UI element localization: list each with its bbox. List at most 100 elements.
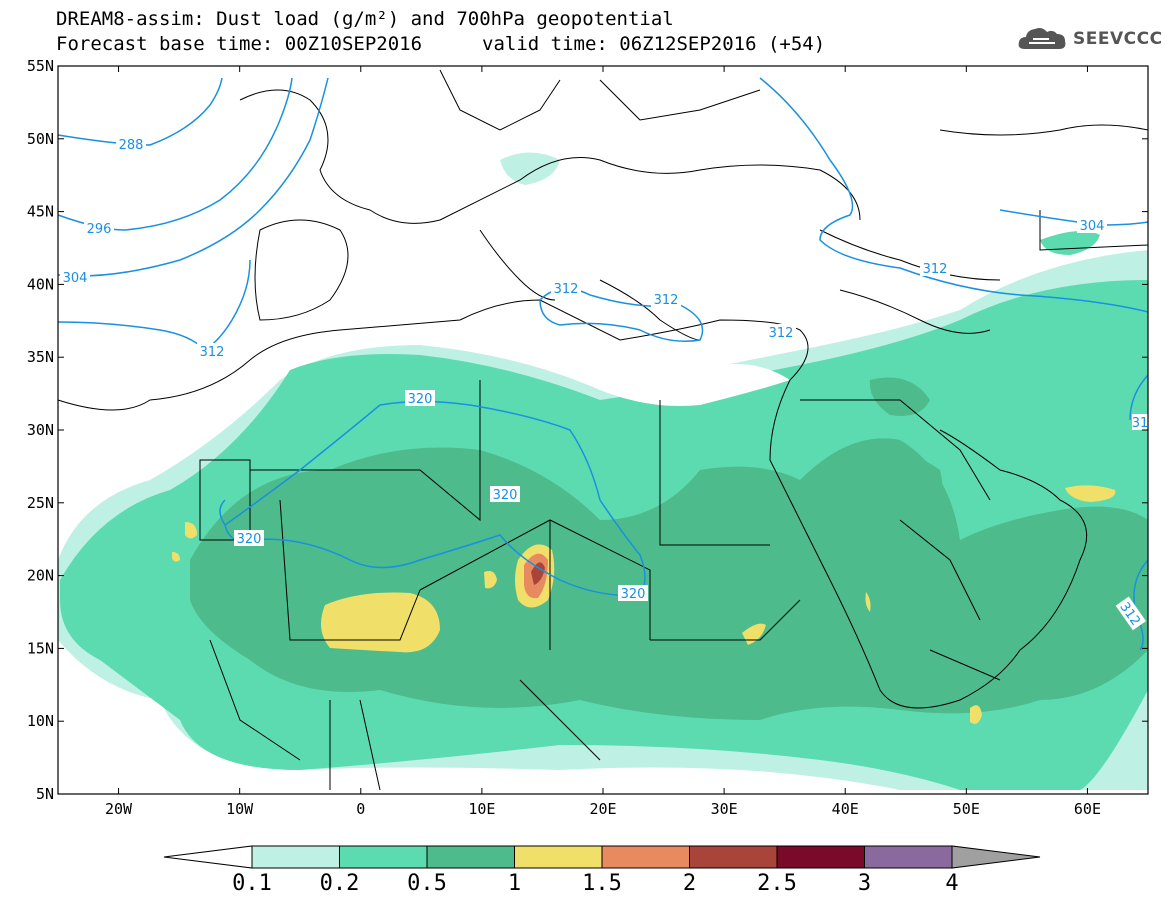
lat-tick-label: 25N bbox=[27, 494, 54, 512]
contour-296 bbox=[57, 77, 293, 231]
svg-text:320: 320 bbox=[493, 488, 518, 503]
lon-tick-label: 10W bbox=[226, 800, 254, 818]
contour-label: 312 bbox=[551, 280, 581, 297]
lon-tick-label: 60E bbox=[1074, 800, 1101, 818]
lon-tick-label: 30E bbox=[711, 800, 738, 818]
colorbar-label: 3 bbox=[858, 871, 871, 896]
svg-text:288: 288 bbox=[119, 138, 144, 153]
dust-1-region bbox=[1065, 485, 1116, 502]
contour-label: 320 bbox=[490, 486, 520, 503]
dust-1-region bbox=[321, 592, 440, 653]
svg-text:312: 312 bbox=[554, 282, 579, 297]
lat-tick-label: 15N bbox=[27, 639, 54, 657]
contour-label: 304 bbox=[60, 269, 90, 286]
map-title: DREAM8-assim: Dust load (g/m²) and 700hP… bbox=[56, 8, 674, 30]
dust-1-region bbox=[865, 592, 871, 612]
lat-tick-label: 45N bbox=[27, 203, 54, 221]
svg-text:31: 31 bbox=[1132, 416, 1149, 431]
svg-text:304: 304 bbox=[63, 271, 88, 286]
contour-label: 312 bbox=[651, 291, 681, 308]
lon-tick-label: 40E bbox=[832, 800, 859, 818]
contour-288 bbox=[57, 77, 223, 146]
colorbar: 0.1 0.2 0.5 1 1.5 2 2.5 3 4 bbox=[163, 845, 1041, 896]
colorbar-over-triangle bbox=[951, 845, 1041, 869]
cloud-icon bbox=[1018, 28, 1066, 49]
longitude-axis: 20W 10W 0 10E 20E 30E 40E 50E 60E bbox=[105, 66, 1101, 818]
lon-tick-label: 50E bbox=[953, 800, 980, 818]
seevccc-logo: SEEVCCC bbox=[1017, 24, 1163, 54]
colorbar-label: 0.5 bbox=[407, 871, 447, 896]
colorbar-label: 1 bbox=[508, 871, 521, 896]
lon-tick-label: 20E bbox=[589, 800, 616, 818]
country-boundaries bbox=[57, 69, 1149, 791]
contour-312-east bbox=[759, 77, 1149, 313]
contour-304 bbox=[57, 77, 329, 277]
colorbar-segment bbox=[689, 845, 778, 869]
contour-320-a bbox=[224, 400, 646, 597]
dust-2-region bbox=[531, 562, 545, 585]
contour-312-med bbox=[539, 287, 704, 342]
svg-text:312: 312 bbox=[200, 345, 225, 360]
colorbar-under-triangle bbox=[163, 845, 253, 869]
svg-text:320: 320 bbox=[237, 532, 262, 547]
lat-tick-label: 50N bbox=[27, 130, 54, 148]
lon-tick-label: 10E bbox=[468, 800, 495, 818]
dust-0-5-region bbox=[869, 377, 930, 416]
contour-320-b bbox=[219, 499, 226, 526]
contour-label: 296 bbox=[84, 220, 114, 237]
colorbar-segment bbox=[426, 845, 515, 869]
contour-31-se bbox=[1129, 374, 1149, 421]
clean-air-region bbox=[600, 364, 790, 406]
colorbar-label: 1.5 bbox=[582, 871, 622, 896]
dust-load-shading bbox=[58, 152, 1148, 790]
lon-tick-label: 20W bbox=[105, 800, 133, 818]
dust-0-1-region bbox=[500, 152, 560, 185]
lat-tick-label: 55N bbox=[27, 57, 54, 75]
colorbar-segment bbox=[251, 845, 340, 869]
colorbar-segment bbox=[864, 845, 953, 869]
dust-0-5-region bbox=[840, 452, 943, 533]
contour-304-east bbox=[999, 209, 1149, 226]
colorbar-label: 0.2 bbox=[320, 871, 360, 896]
contour-label: 312 bbox=[920, 260, 950, 277]
svg-text:312: 312 bbox=[923, 262, 948, 277]
valid-time: valid time: 06Z12SEP2016 (+54) bbox=[482, 33, 826, 55]
lat-tick-label: 5N bbox=[36, 785, 54, 803]
lat-tick-label: 30N bbox=[27, 421, 54, 439]
svg-text:312: 312 bbox=[654, 293, 679, 308]
contour-label: 304 bbox=[1077, 217, 1107, 234]
colorbar-segment bbox=[514, 845, 603, 869]
contour-label: 320 bbox=[234, 530, 264, 547]
dust-1-region bbox=[185, 522, 197, 539]
colorbar-label: 4 bbox=[945, 871, 958, 896]
svg-text:312: 312 bbox=[769, 326, 794, 341]
contour-label: 288 bbox=[116, 136, 146, 153]
colorbar-segment bbox=[776, 845, 865, 869]
colorbar-segment bbox=[601, 845, 690, 869]
lat-tick-label: 20N bbox=[27, 567, 54, 585]
contour-label: 320 bbox=[618, 585, 648, 602]
lat-tick-label: 10N bbox=[27, 712, 54, 730]
logo-text: SEEVCCC bbox=[1073, 29, 1163, 49]
svg-text:320: 320 bbox=[408, 392, 433, 407]
lat-tick-label: 35N bbox=[27, 348, 54, 366]
forecast-base-time: Forecast base time: 00Z10SEP2016 bbox=[56, 33, 423, 55]
lat-tick-label: 40N bbox=[27, 275, 54, 293]
colorbar-label: 2.5 bbox=[757, 871, 797, 896]
svg-text:304: 304 bbox=[1080, 219, 1105, 234]
contour-label: 312 bbox=[766, 324, 796, 341]
lon-tick-label: 0 bbox=[356, 800, 365, 818]
latitude-axis: 55N 50N 45N 40N 35N 30N 25N 20N 15N 10N 5N bbox=[27, 57, 1148, 803]
colorbar-label: 0.1 bbox=[232, 871, 272, 896]
dust-1-region bbox=[970, 705, 982, 724]
colorbar-segment bbox=[339, 845, 428, 869]
dust-0-2-region bbox=[1040, 231, 1100, 255]
contour-label: 31 bbox=[1132, 414, 1149, 431]
dust-1-region bbox=[172, 552, 180, 562]
contour-label: 320 bbox=[405, 390, 435, 407]
contour-label: 312 bbox=[197, 343, 227, 360]
dust-1-region bbox=[484, 571, 497, 589]
svg-text:320: 320 bbox=[621, 587, 646, 602]
colorbar-label: 2 bbox=[683, 871, 696, 896]
